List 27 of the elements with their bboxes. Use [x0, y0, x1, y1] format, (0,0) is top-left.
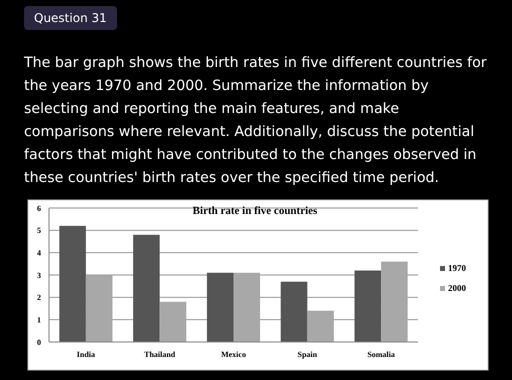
- bar: [280, 282, 308, 342]
- x-tick-label: Mexico: [221, 350, 246, 359]
- bar: [86, 275, 112, 342]
- chart-title: Birth rate in five countries: [192, 205, 318, 217]
- text: Question 31: [24, 6, 117, 30]
- y-tick-label: 3: [37, 270, 41, 280]
- bar: [133, 234, 160, 342]
- legend-label: 1970: [448, 263, 466, 273]
- x-tick-label: India: [76, 350, 96, 359]
- bar: [381, 262, 408, 342]
- y-tick-label: 2: [37, 293, 41, 302]
- x-tick-label: Spain: [298, 350, 318, 359]
- bar: [160, 302, 186, 342]
- legend-label: 2000: [448, 283, 466, 293]
- y-tick-label: 1: [37, 315, 41, 324]
- y-tick-label: 6: [37, 204, 41, 213]
- y-tick-label: 5: [37, 226, 41, 236]
- bar: [354, 270, 382, 342]
- bar: [234, 272, 260, 342]
- x-tick-label: Somalia: [367, 350, 395, 359]
- y-tick-label: 0: [37, 338, 41, 347]
- bar: [206, 272, 234, 342]
- text: The bar graph shows the birth rates in five different countries for the years 1970 and 2000. Summarize the information by selecting and reporting the main features, and make comparisons where relevant. Additionally, discuss the potential factors that might have contributed to the changes observed in these countries' birth rates over the specified time period.: [24, 54, 488, 188]
- bar: [59, 226, 86, 342]
- x-tick-label: Thailand: [144, 350, 176, 359]
- bar: [307, 310, 334, 342]
- y-tick-label: 4: [37, 248, 41, 258]
